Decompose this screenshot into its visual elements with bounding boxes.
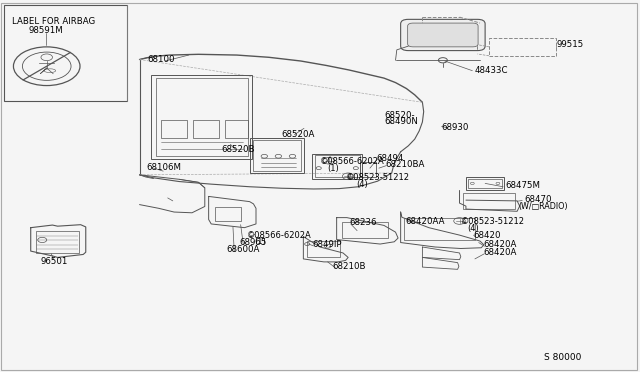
FancyBboxPatch shape bbox=[408, 23, 478, 47]
Text: ©08523-51212: ©08523-51212 bbox=[461, 217, 525, 226]
Bar bbox=[360, 162, 376, 177]
Bar bbox=[151, 75, 252, 159]
Text: 68490N: 68490N bbox=[384, 117, 418, 126]
Bar bbox=[193, 120, 219, 138]
Bar bbox=[466, 177, 504, 190]
Text: 98591M: 98591M bbox=[29, 26, 63, 35]
Text: (1): (1) bbox=[328, 164, 339, 173]
Text: 68420AA: 68420AA bbox=[406, 217, 445, 226]
Text: 68100: 68100 bbox=[147, 55, 175, 64]
Text: 68106M: 68106M bbox=[146, 163, 181, 172]
Bar bbox=[225, 120, 248, 138]
Text: 68210B: 68210B bbox=[333, 262, 366, 271]
Text: LABEL FOR AIRBAG: LABEL FOR AIRBAG bbox=[12, 17, 95, 26]
Bar bbox=[342, 222, 388, 238]
Text: 68600A: 68600A bbox=[227, 246, 260, 254]
Bar bbox=[161, 120, 187, 138]
Text: 68930: 68930 bbox=[442, 123, 469, 132]
Text: 68475M: 68475M bbox=[506, 182, 541, 190]
Bar bbox=[307, 241, 340, 257]
Bar bbox=[4, 5, 127, 101]
Text: 68420: 68420 bbox=[474, 231, 501, 240]
Bar bbox=[312, 154, 362, 179]
Bar bbox=[250, 138, 304, 173]
Text: (1): (1) bbox=[255, 237, 266, 246]
Bar bbox=[36, 231, 79, 253]
Text: ©08566-6202A: ©08566-6202A bbox=[320, 157, 385, 166]
Text: 68494: 68494 bbox=[376, 154, 404, 163]
Text: S 80000: S 80000 bbox=[544, 353, 581, 362]
Text: 68520A: 68520A bbox=[282, 130, 315, 139]
Bar bbox=[253, 140, 301, 171]
Text: 68520-: 68520- bbox=[384, 111, 415, 120]
Text: 6849IP: 6849IP bbox=[312, 240, 342, 249]
Bar bbox=[215, 207, 241, 221]
Text: ©08523-51212: ©08523-51212 bbox=[346, 173, 410, 182]
Bar bbox=[315, 155, 360, 177]
Text: 48433C: 48433C bbox=[475, 66, 508, 75]
Text: (4): (4) bbox=[467, 224, 479, 233]
Bar bbox=[463, 193, 515, 209]
Bar bbox=[404, 218, 475, 240]
Text: 96501: 96501 bbox=[40, 257, 67, 266]
Text: 68420A: 68420A bbox=[484, 248, 517, 257]
Text: (4): (4) bbox=[356, 180, 367, 189]
Text: 99515: 99515 bbox=[557, 40, 584, 49]
Text: 68210BA: 68210BA bbox=[385, 160, 425, 169]
Text: 68965: 68965 bbox=[239, 238, 267, 247]
Text: 68236: 68236 bbox=[349, 218, 377, 227]
Bar bbox=[156, 78, 248, 156]
Text: 68420A: 68420A bbox=[484, 240, 517, 249]
FancyBboxPatch shape bbox=[401, 19, 485, 51]
Text: 68470: 68470 bbox=[525, 195, 552, 204]
Text: (W/□RADIO): (W/□RADIO) bbox=[518, 202, 568, 211]
Bar bbox=[468, 179, 502, 188]
Text: 68520B: 68520B bbox=[221, 145, 255, 154]
Bar bbox=[489, 38, 556, 56]
Text: ©08566-6202A: ©08566-6202A bbox=[247, 231, 312, 240]
